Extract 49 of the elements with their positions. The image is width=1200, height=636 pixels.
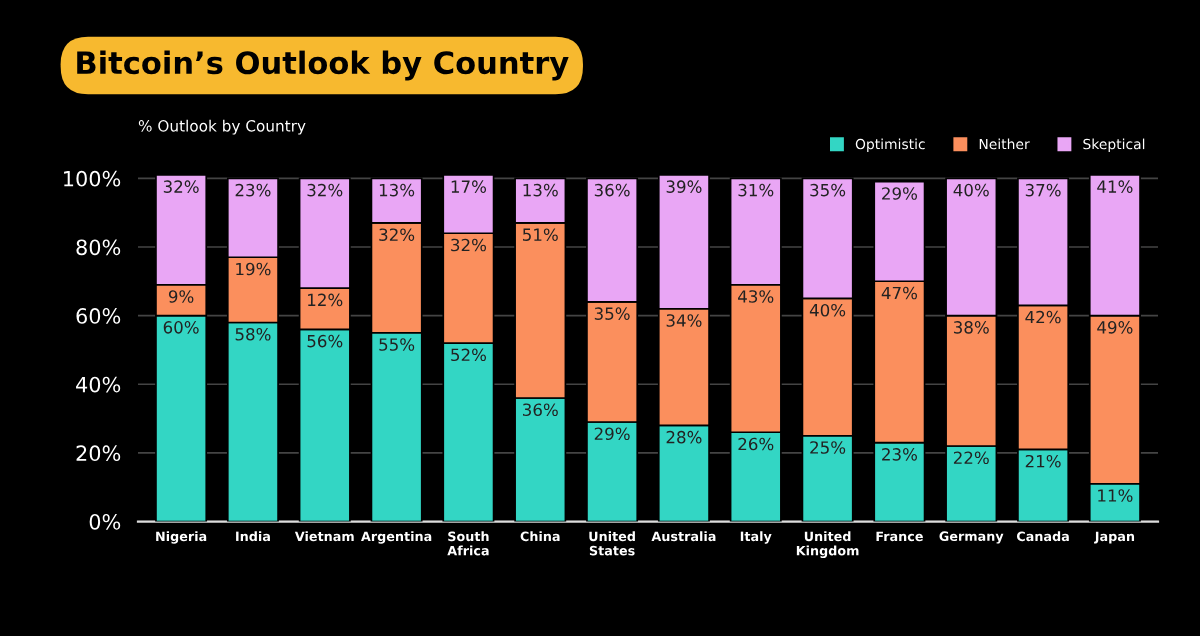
data-label: 37%	[1025, 183, 1061, 197]
data-label: 41%	[1097, 180, 1133, 193]
data-label: 23%	[882, 448, 918, 461]
data-label: 28%	[666, 430, 702, 444]
data-label: 23%	[235, 183, 271, 197]
data-label: 47%	[881, 286, 918, 300]
data-label: 12%	[308, 293, 343, 307]
data-label: 56%	[307, 334, 343, 348]
y-tick-label: 100%	[64, 170, 121, 187]
data-label: 13%	[379, 183, 415, 197]
y-tick-label: 20%	[76, 445, 121, 462]
data-label: 36%	[594, 183, 630, 197]
data-label: 58%	[235, 327, 271, 341]
data-label: 21%	[1025, 454, 1061, 468]
data-label: 35%	[810, 183, 846, 197]
data-label: 29%	[594, 427, 630, 441]
data-label: 9%	[168, 290, 194, 303]
data-label: 11%	[1098, 489, 1133, 502]
data-label: 49%	[1097, 321, 1133, 334]
data-label: 55%	[379, 338, 415, 351]
data-label: 17%	[451, 180, 487, 193]
data-label: 22%	[953, 451, 989, 465]
data-label: 32%	[379, 228, 415, 241]
data-label: 19%	[236, 262, 271, 276]
chart-title: Bitcoin’s Outlook by Country	[77, 50, 569, 81]
data-label: 52%	[451, 348, 487, 362]
data-label: 43%	[738, 290, 774, 303]
data-label: 26%	[738, 437, 774, 451]
data-label: 32%	[451, 238, 487, 252]
data-label: 40%	[953, 183, 989, 197]
data-label: 40%	[809, 303, 846, 317]
data-label: 25%	[810, 441, 846, 454]
data-label: 35%	[594, 307, 630, 320]
data-label: 32%	[163, 180, 199, 193]
data-label: 13%	[523, 183, 558, 197]
y-tick-label: 0%	[89, 513, 121, 530]
data-label: 42%	[1025, 310, 1061, 324]
y-tick-label: 60%	[76, 308, 121, 324]
data-label: 51%	[523, 228, 558, 241]
y-tick-label: 80%	[76, 239, 121, 256]
y-tick-label: 40%	[76, 376, 121, 393]
data-label: 36%	[523, 403, 558, 417]
data-label: 29%	[882, 187, 918, 200]
data-label: 39%	[666, 180, 702, 193]
data-label: 38%	[953, 321, 989, 334]
data-label: 60%	[163, 321, 199, 334]
data-label: 31%	[738, 183, 774, 197]
data-label: 34%	[666, 314, 702, 327]
data-label: 32%	[307, 183, 343, 197]
